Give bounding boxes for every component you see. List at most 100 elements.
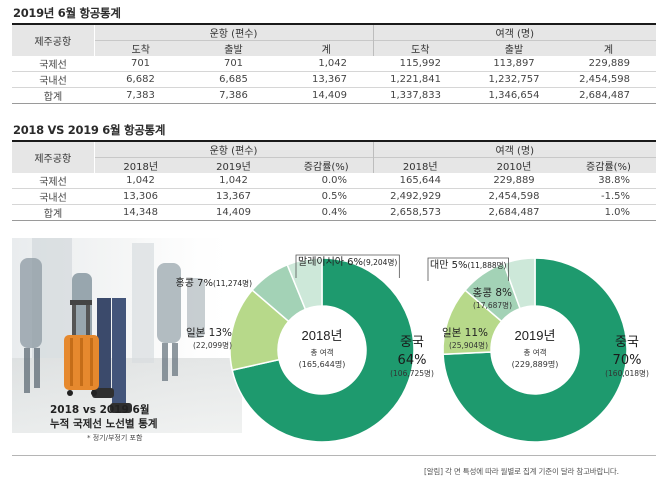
table-cell: 0.5% xyxy=(280,188,373,205)
table-cell: 1,042 xyxy=(280,56,373,72)
table-cell: 1.0% xyxy=(561,204,656,221)
group-passengers-header: 여객 (명) xyxy=(373,23,656,41)
row-label: 국제선 xyxy=(12,173,94,189)
table-cell: 1,221,841 xyxy=(373,71,467,88)
column-header: 2018년 xyxy=(373,157,467,173)
table-cell: 115,992 xyxy=(373,56,467,72)
slice-name-label: 홍콩 7%(11,274명) xyxy=(176,276,253,289)
column-header: 계 xyxy=(280,40,374,56)
monthly-stats-table: 제주공항 운항 (편수) 여객 (명) 도착 출발 계 도착 출발 계 국제선 … xyxy=(12,23,656,104)
column-header: 도착 xyxy=(373,40,467,56)
table-cell: 229,889 xyxy=(467,173,561,189)
donut-title: 2018년 xyxy=(302,328,343,343)
airport-photo xyxy=(12,238,242,450)
photo-caption-line2: 누적 국제선 노선별 통계 xyxy=(50,418,158,430)
row-label: 국내선 xyxy=(12,71,94,88)
table-cell: 1,232,757 xyxy=(467,71,561,88)
column-header: 2010년 xyxy=(467,157,561,173)
table-cell: 1,337,833 xyxy=(373,87,467,104)
row-label: 합계 xyxy=(12,87,94,104)
label-bracket xyxy=(427,257,509,281)
table-cell: 14,409 xyxy=(187,204,280,221)
slice-value-label: (22,099명) xyxy=(193,340,232,350)
table-cell: 1,346,654 xyxy=(467,87,561,104)
table-row: 국내선 13,306 13,367 0.5% 2,492,929 2,454,5… xyxy=(12,188,656,205)
table-corner-label: 제주공항 xyxy=(12,23,95,56)
group-flights-header: 운항 (편수) xyxy=(94,140,374,158)
slice-percent-label: 70% xyxy=(613,353,642,368)
table-cell: 13,367 xyxy=(187,188,280,205)
table-cell: 6,682 xyxy=(94,71,187,88)
section1-title: 2019년 6월 항공통계 xyxy=(13,6,121,20)
table-cell: 14,348 xyxy=(94,204,187,221)
photo-caption-line1: 2018 vs 2019 6월 xyxy=(50,404,150,416)
table-cell: 2,684,487 xyxy=(467,204,561,221)
table-cell: 7,386 xyxy=(187,87,280,104)
table-cell: 1,042 xyxy=(94,173,187,189)
table-cell: 38.8% xyxy=(561,173,656,189)
table-cell: 2,454,598 xyxy=(561,71,656,88)
table-row: 합계 14,348 14,409 0.4% 2,658,573 2,684,48… xyxy=(12,204,656,221)
table-cell: 0.0% xyxy=(280,173,373,189)
table-cell: 13,367 xyxy=(280,71,373,88)
table-cell: 6,685 xyxy=(187,71,280,88)
bottom-divider xyxy=(12,455,656,456)
slice-value-label: (106,725명) xyxy=(390,368,434,378)
table-cell: -1.5% xyxy=(561,188,656,205)
table-cell: 2,658,573 xyxy=(373,204,467,221)
photo-note: * 정기/부정기 포함 xyxy=(87,434,143,442)
column-header: 계 xyxy=(561,40,656,56)
row-label: 국제선 xyxy=(12,56,94,72)
slice-name-label: 일본 11% xyxy=(442,326,488,339)
slice-name-label: 중국 xyxy=(615,335,639,350)
table-cell: 14,409 xyxy=(280,87,373,104)
column-header: 2018년 xyxy=(94,157,187,173)
column-header: 2019년 xyxy=(187,157,280,173)
slice-value-label: (160,018명) xyxy=(605,368,649,378)
table-cell: 701 xyxy=(187,56,280,72)
column-header: 증감률(%) xyxy=(280,157,374,173)
slice-value-label: (11,274명) xyxy=(213,278,252,288)
donut-center-label: 총 여객 xyxy=(310,347,333,357)
donut-center-label: 총 여객 xyxy=(523,347,546,357)
slice-value-label: (11,888명) xyxy=(467,260,506,270)
table-cell: 13,306 xyxy=(94,188,187,205)
slice-name-label: 말레이시아 6%(9,204명) xyxy=(298,256,397,268)
table-row: 국제선 1,042 1,042 0.0% 165,644 229,889 38.… xyxy=(12,173,656,189)
footnote: [알림] 각 면 특성에 따라 월별로 집계 기준이 달라 참고바랍니다. xyxy=(424,467,619,476)
table-cell: 701 xyxy=(94,56,187,72)
row-label: 합계 xyxy=(12,204,94,221)
table-cell: 229,889 xyxy=(561,56,656,72)
table-cell: 113,897 xyxy=(467,56,561,72)
table-cell: 2,684,487 xyxy=(561,87,656,104)
group-passengers-header: 여객 (명) xyxy=(373,140,656,158)
slice-name-label: 홍콩 8% xyxy=(473,286,512,299)
slice-value-label: (25,904명) xyxy=(449,340,488,350)
table-cell: 165,644 xyxy=(373,173,467,189)
donut-center-value: (165,644명) xyxy=(299,359,346,369)
slice-name-label: 일본 13% xyxy=(186,326,232,339)
group-flights-header: 운항 (편수) xyxy=(94,23,374,41)
table-corner-label: 제주공항 xyxy=(12,140,95,173)
column-header: 출발 xyxy=(467,40,561,56)
table-cell: 1,042 xyxy=(187,173,280,189)
slice-value-label: (17,687명) xyxy=(473,300,512,310)
table-cell: 0.4% xyxy=(280,204,373,221)
donut-hole xyxy=(491,306,579,394)
row-label: 국내선 xyxy=(12,188,94,205)
table-cell: 2,492,929 xyxy=(373,188,467,205)
table-row: 국내선 6,682 6,685 13,367 1,221,841 1,232,7… xyxy=(12,71,656,88)
table-cell: 2,454,598 xyxy=(467,188,561,205)
table-row: 국제선 701 701 1,042 115,992 113,897 229,88… xyxy=(12,56,656,72)
donut-center-value: (229,889명) xyxy=(512,359,559,369)
section2-title: 2018 VS 2019 6월 항공통계 xyxy=(13,123,166,137)
comparison-stats-table: 제주공항 운항 (편수) 여객 (명) 2018년 2019년 증감률(%) 2… xyxy=(12,140,656,221)
donut-title: 2019년 xyxy=(515,328,556,343)
slice-name-label: 중국 xyxy=(400,335,424,350)
slice-percent-label: 64% xyxy=(398,353,427,368)
table-row: 합계 7,383 7,386 14,409 1,337,833 1,346,65… xyxy=(12,87,656,104)
donut-hole xyxy=(278,306,366,394)
